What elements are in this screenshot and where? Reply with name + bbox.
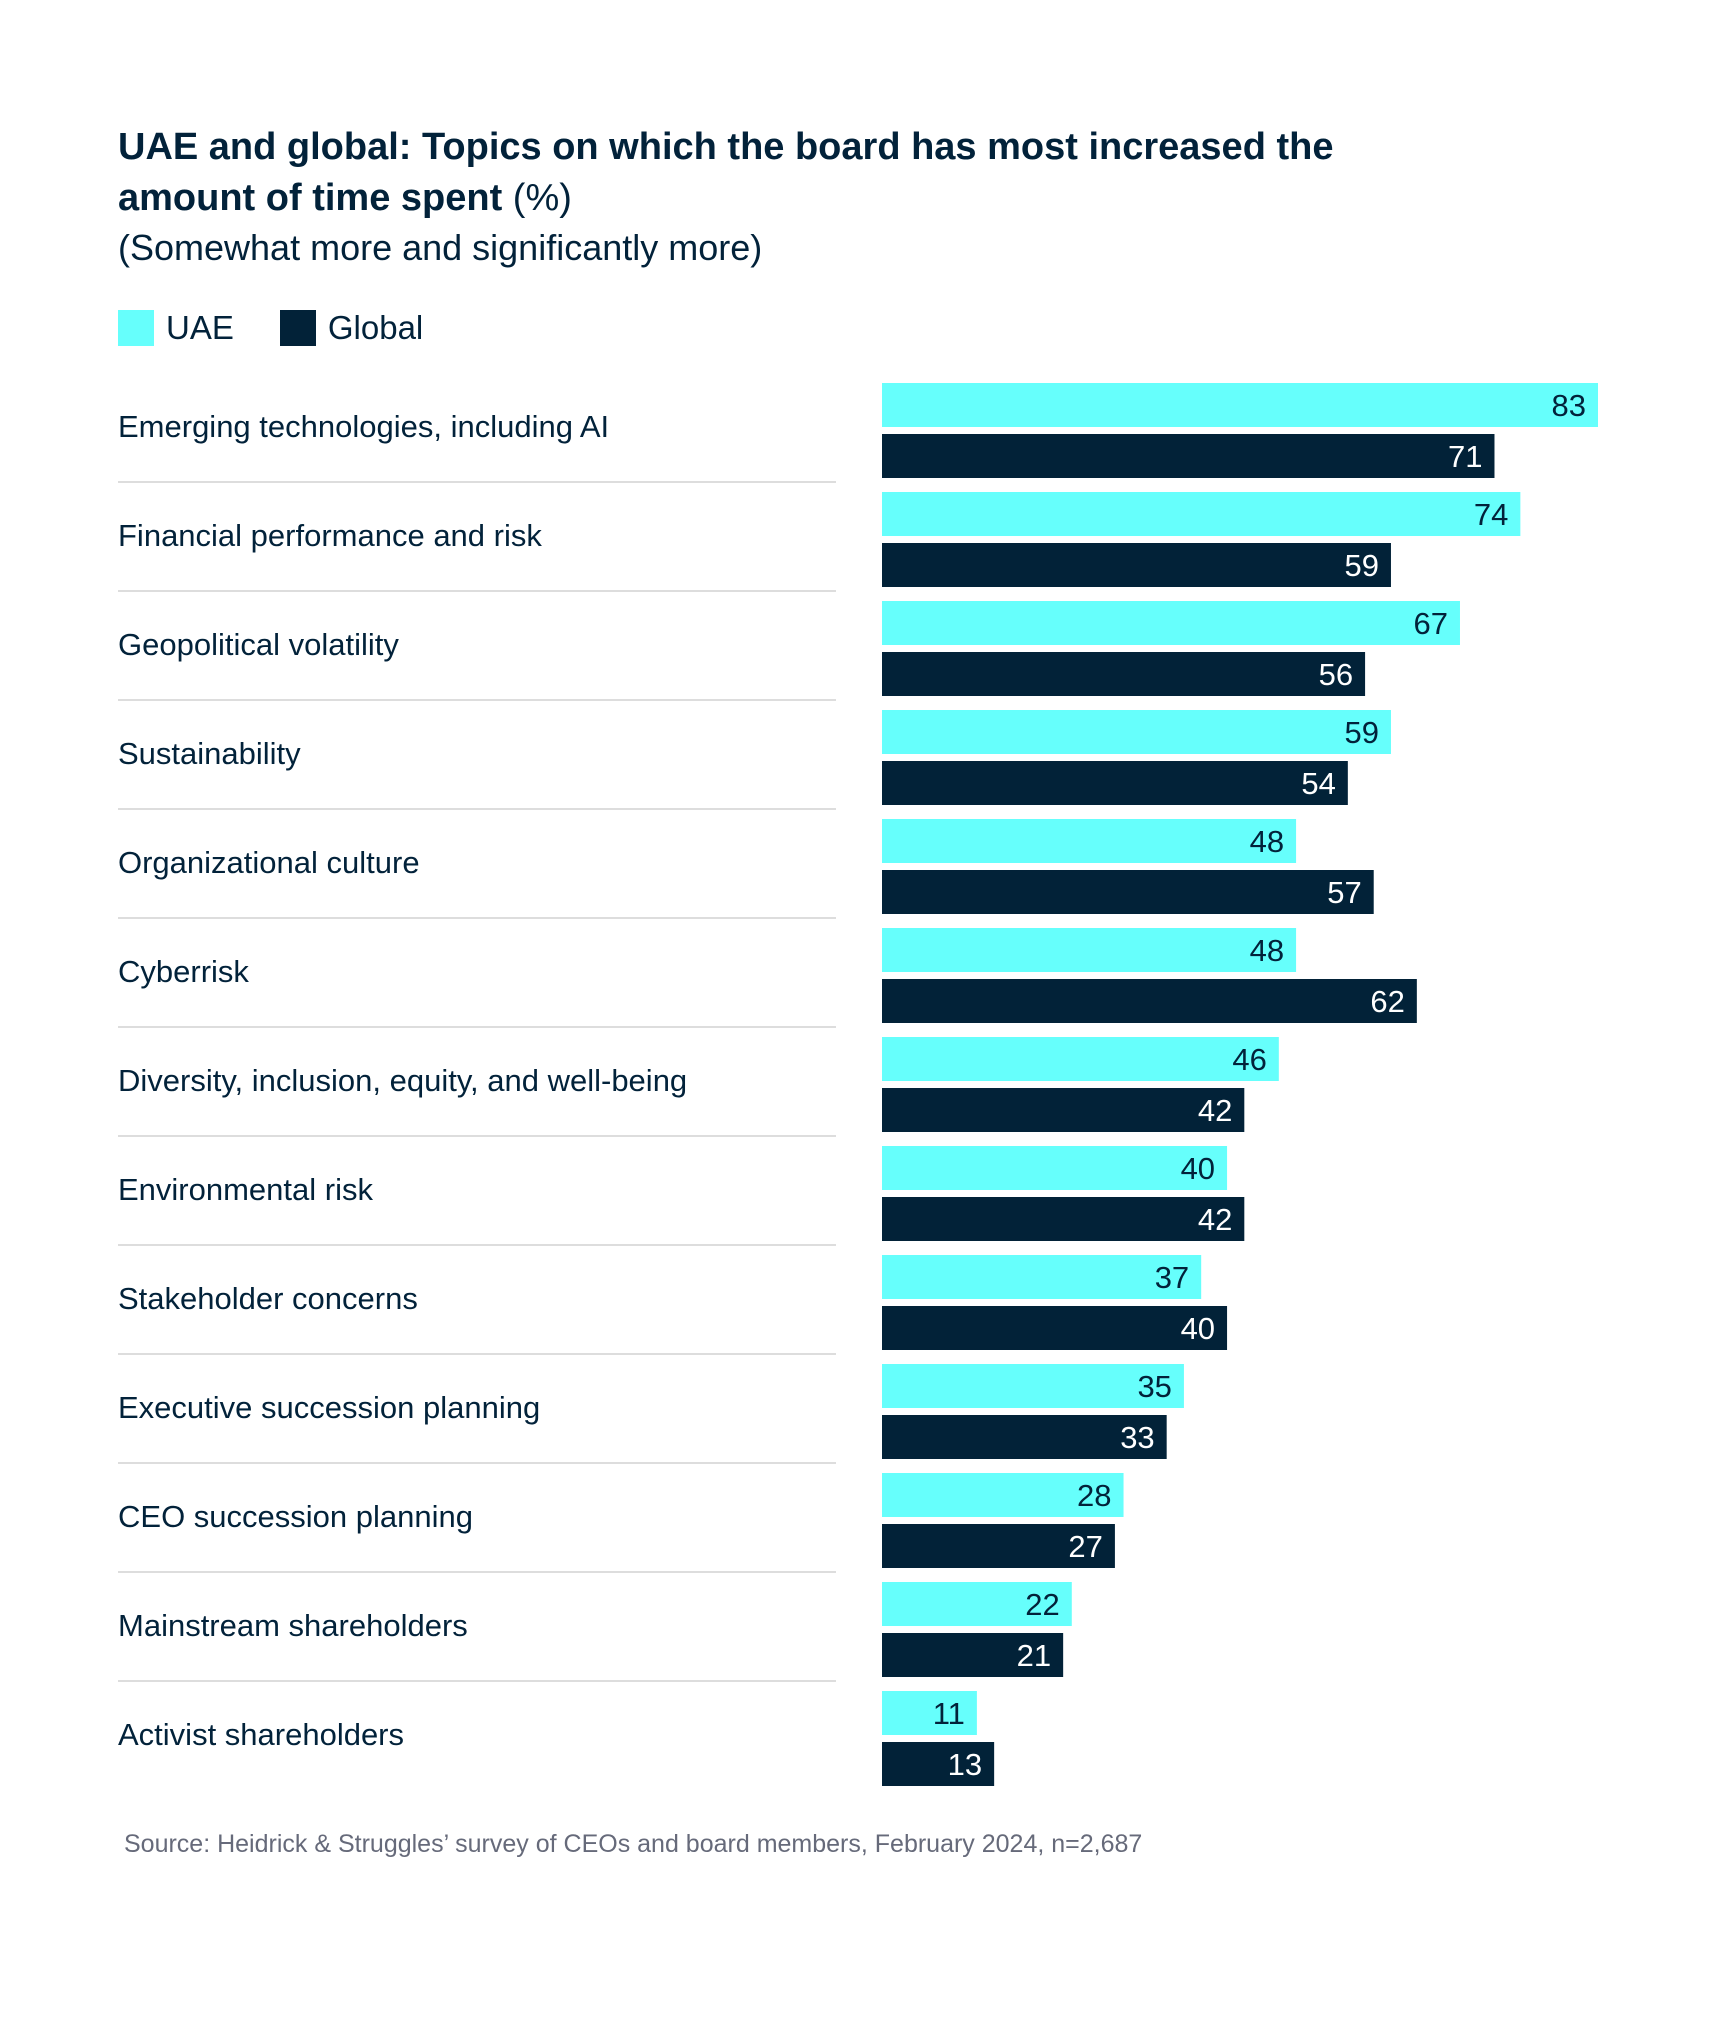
bar-global xyxy=(882,1306,1228,1350)
category-label: Diversity, inclusion, equity, and well-b… xyxy=(118,1063,687,1098)
legend-swatch-global xyxy=(279,310,316,346)
data-label-uae: 11 xyxy=(933,1696,965,1731)
data-label-uae: 22 xyxy=(1025,1587,1059,1622)
bar-uae xyxy=(882,1691,977,1735)
data-label-global: 62 xyxy=(1370,984,1404,1019)
data-label-uae: 67 xyxy=(1413,606,1447,641)
data-label-uae: 59 xyxy=(1344,715,1378,750)
bar-global xyxy=(882,1197,1245,1241)
data-label-global: 56 xyxy=(1319,657,1353,692)
bar-uae xyxy=(882,928,1297,972)
bar-uae xyxy=(882,1255,1202,1299)
data-label-global: 33 xyxy=(1120,1420,1154,1455)
data-label-global: 42 xyxy=(1198,1093,1232,1128)
bar-uae xyxy=(882,1146,1228,1190)
category-label: Environmental risk xyxy=(118,1172,373,1207)
bar-uae xyxy=(882,601,1460,645)
category-label: Sustainability xyxy=(118,736,301,771)
bar-uae xyxy=(882,710,1391,754)
category-label: Stakeholder concerns xyxy=(118,1281,418,1316)
bar-chart: Emerging technologies, including AI 83 71 F… xyxy=(118,383,1598,1786)
bar-global xyxy=(882,434,1495,478)
source-note: Source: Heidrick & Struggles’ survey of … xyxy=(124,1830,1143,1858)
data-label-global: 21 xyxy=(1017,1638,1051,1673)
bar-global xyxy=(882,1415,1167,1459)
legend: UAE Global xyxy=(118,308,469,348)
data-label-uae: 35 xyxy=(1137,1369,1171,1404)
data-label-uae: 83 xyxy=(1552,388,1586,423)
bar-uae xyxy=(882,819,1297,863)
category-label: Emerging technologies, including AI xyxy=(118,409,609,444)
data-label-uae: 74 xyxy=(1474,497,1508,532)
category-label: Organizational culture xyxy=(118,845,420,880)
bar-global xyxy=(882,652,1366,696)
data-label-uae: 46 xyxy=(1232,1042,1266,1077)
legend-swatch-uae xyxy=(118,310,154,346)
data-label-global: 54 xyxy=(1301,766,1335,801)
chart-title: UAE and global: Topics on which the boar… xyxy=(118,122,1418,224)
legend-item-global: Global xyxy=(279,309,424,347)
bar-global xyxy=(882,1633,1064,1677)
data-label-global: 40 xyxy=(1181,1311,1215,1346)
chart-title-unit: (%) xyxy=(502,177,572,219)
bar-uae xyxy=(882,1473,1124,1517)
bar-global xyxy=(882,1742,995,1786)
bar-global xyxy=(882,1524,1115,1568)
bar-uae xyxy=(882,492,1521,536)
data-label-global: 42 xyxy=(1198,1202,1232,1237)
data-label-global: 59 xyxy=(1344,548,1378,583)
data-label-uae: 37 xyxy=(1155,1260,1189,1295)
bar-global xyxy=(882,543,1391,587)
category-label: Mainstream shareholders xyxy=(118,1608,468,1643)
bar-global xyxy=(882,870,1374,914)
data-label-global: 71 xyxy=(1448,439,1482,474)
data-label-uae: 48 xyxy=(1250,824,1284,859)
data-label-global: 57 xyxy=(1327,875,1361,910)
data-label-uae: 48 xyxy=(1250,933,1284,968)
bar-global xyxy=(882,1088,1245,1132)
category-label: CEO succession planning xyxy=(118,1499,473,1534)
data-label-uae: 40 xyxy=(1181,1151,1215,1186)
bar-uae xyxy=(882,1582,1072,1626)
category-label: Activist shareholders xyxy=(118,1717,404,1752)
bar-uae xyxy=(882,1364,1184,1408)
bar-uae xyxy=(882,1037,1279,1081)
data-label-global: 13 xyxy=(948,1747,982,1782)
legend-label-uae: UAE xyxy=(166,309,234,346)
chart-title-bold: UAE and global: Topics on which the boar… xyxy=(118,126,1334,219)
bar-global xyxy=(882,979,1417,1023)
category-label: Financial performance and risk xyxy=(118,518,542,553)
data-label-uae: 28 xyxy=(1077,1478,1111,1513)
category-label: Executive succession planning xyxy=(118,1390,540,1425)
legend-label-global: Global xyxy=(327,309,424,346)
category-label: Cyberrisk xyxy=(118,954,249,989)
legend-item-uae: UAE xyxy=(118,309,234,347)
chart-subtitle: (Somewhat more and significantly more) xyxy=(118,227,763,268)
category-label: Geopolitical volatility xyxy=(118,627,399,662)
bar-global xyxy=(882,761,1348,805)
bar-uae xyxy=(882,383,1598,427)
data-label-global: 27 xyxy=(1068,1529,1102,1564)
